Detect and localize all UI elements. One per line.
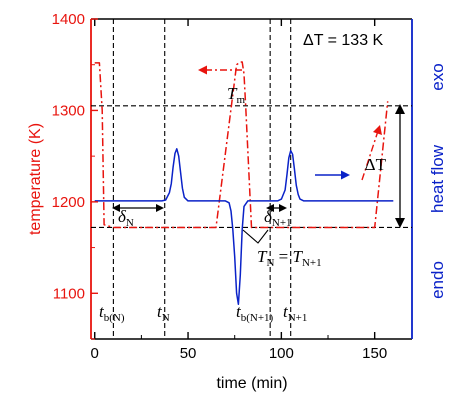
delta-n-arrow [112, 204, 164, 212]
t-bn-label: tb(N) [99, 302, 125, 324]
tn-equals-label: TN = TN+1 [257, 247, 322, 269]
y-tick-label-1300: 1300 [52, 102, 85, 119]
y-tick-label-1400: 1400 [52, 11, 85, 28]
tn-pointer-line [242, 229, 269, 244]
t-n1-label: tN+1 [283, 302, 307, 324]
x-tick-label-150: 150 [362, 345, 387, 362]
y-tick-label-1100: 1100 [53, 285, 85, 302]
reference-lines [91, 19, 412, 339]
t-bn1-label: tb(N+1) [236, 302, 274, 324]
tm-label: Tm [227, 84, 245, 106]
cooling-arrow [198, 65, 242, 75]
delta-t-side-label: ΔT [365, 155, 387, 174]
series-line-temperature [94, 61, 389, 229]
y-axis-title-right: heat flow [428, 144, 447, 213]
delta-n-label: δN [118, 207, 134, 229]
series-layer [94, 61, 394, 306]
delta-t-annotation: ΔT = 133 K [303, 32, 384, 49]
y-axis-exo-label: exo [428, 63, 447, 90]
delta-n1-label: δN+1 [264, 207, 292, 229]
x-tick-label-100: 100 [269, 345, 294, 362]
delta-n1-arrow [266, 204, 287, 212]
delta-t-arrow [395, 104, 405, 228]
heating-arrow [361, 125, 382, 181]
t-n-label: tN [157, 302, 170, 324]
y-axis-title-left: temperature (K) [27, 123, 44, 235]
x-tick-label-0: 0 [91, 345, 99, 362]
axis-ticks: 0 50 100 150 1100 1200 1300 1400 [52, 11, 388, 362]
heat-flow-arrow [315, 170, 350, 180]
series-line-heat-flow [94, 148, 394, 306]
y-axis-endo-label: endo [428, 261, 447, 299]
y-tick-label-1200: 1200 [52, 194, 85, 211]
x-axis-title: time (min) [216, 375, 287, 392]
x-tick-label-50: 50 [180, 345, 197, 362]
